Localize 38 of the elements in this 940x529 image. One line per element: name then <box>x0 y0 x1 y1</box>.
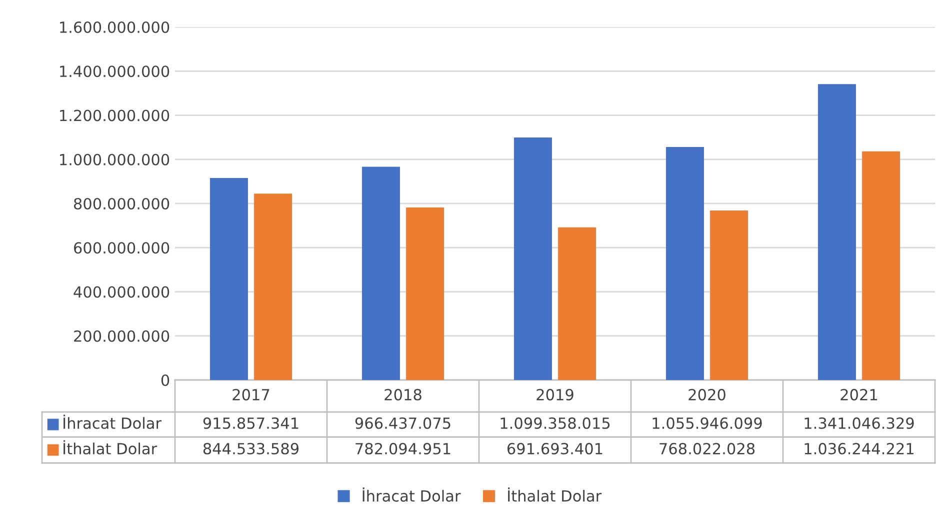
data-label: 966.437.075 <box>355 417 450 429</box>
x-tick-label: 2020 <box>688 388 726 400</box>
y-tick-label: 0 <box>161 374 170 386</box>
bar <box>558 227 596 380</box>
bar <box>666 147 704 380</box>
bar <box>362 166 400 380</box>
y-tick-label: 200.000.000 <box>74 330 170 342</box>
text: İhracat Dolar <box>362 488 461 502</box>
bar <box>254 194 292 380</box>
data-label: 1.099.358.015 <box>500 417 610 429</box>
y-tick-label: 800.000.000 <box>74 198 170 210</box>
bar <box>210 178 248 380</box>
x-tick-label: 2018 <box>384 388 422 400</box>
data-label: 1.341.046.329 <box>804 417 914 429</box>
data-label: 1.055.946.099 <box>652 417 762 429</box>
y-tick-label: 1.000.000.000 <box>60 154 170 166</box>
y-tick-label: 1.200.000.000 <box>60 110 170 122</box>
y-tick-label: 400.000.000 <box>74 286 170 298</box>
y-tick-label: 1.600.000.000 <box>60 21 170 34</box>
data-label: 691.693.401 <box>507 442 602 454</box>
legend-label: İthalat Dolar <box>508 488 602 502</box>
bar <box>818 84 856 380</box>
bar <box>710 210 748 380</box>
x-tick-label: 2019 <box>536 388 574 400</box>
data-label: 768.022.028 <box>660 442 755 454</box>
x-tick-label: 2021 <box>840 388 878 400</box>
bar <box>406 207 444 380</box>
data-label: 844.533.589 <box>203 442 299 454</box>
bar <box>514 137 552 380</box>
data-label: 782.094.951 <box>356 442 450 454</box>
data-label: 915.857.341 <box>203 417 298 429</box>
x-tick-label: 2017 <box>232 388 270 400</box>
bar <box>862 151 900 380</box>
y-tick-label: 1.400.000.000 <box>60 66 170 78</box>
data-label: 1.036.244.221 <box>804 442 914 454</box>
y-tick-label: 600.000.000 <box>74 242 170 254</box>
text: İthalat Dolar <box>64 440 158 454</box>
legend-label: İhracat Dolar <box>64 414 162 429</box>
